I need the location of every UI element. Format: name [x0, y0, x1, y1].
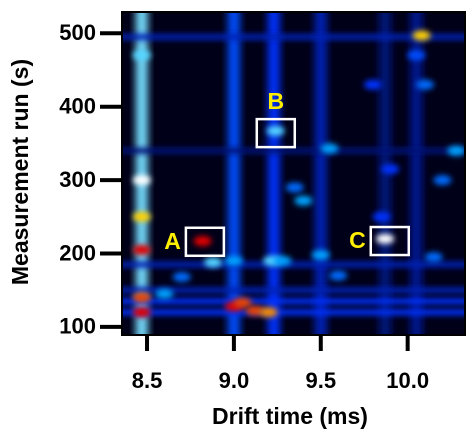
vertical-streak — [315, 2, 327, 345]
x-axis-title: Drift time (ms) — [212, 403, 368, 429]
x-tick-label: 9.0 — [219, 368, 250, 393]
spot — [320, 144, 338, 154]
horizontal-streak — [112, 148, 467, 154]
spot — [407, 50, 425, 60]
y-tick-label: 400 — [59, 94, 96, 119]
y-tick-label: 100 — [59, 314, 96, 339]
x-tick-label: 9.5 — [305, 368, 336, 393]
annotation-label: C — [349, 227, 366, 253]
spot — [274, 256, 292, 266]
horizontal-streak — [112, 309, 467, 315]
spot — [312, 250, 330, 260]
spot — [133, 175, 151, 185]
spot — [286, 182, 304, 192]
spot — [260, 307, 278, 317]
spot — [155, 289, 173, 299]
x-tick-label: 10.0 — [386, 368, 429, 393]
spot — [433, 175, 451, 185]
spot — [133, 212, 151, 222]
spot — [413, 30, 431, 40]
plot-area — [112, 2, 467, 345]
spot — [416, 80, 434, 90]
y-tick-label: 500 — [59, 20, 96, 45]
spot — [133, 293, 151, 303]
spot — [204, 257, 222, 267]
spot — [376, 234, 394, 244]
vertical-streak — [268, 2, 280, 345]
annotation-label: A — [164, 228, 181, 254]
spot — [234, 298, 252, 308]
vertical-streak — [228, 2, 240, 345]
spot — [364, 80, 382, 90]
horizontal-streak — [112, 298, 467, 304]
spot — [225, 256, 243, 266]
y-tick-label: 300 — [59, 167, 96, 192]
spot — [133, 307, 151, 317]
spot — [173, 272, 191, 282]
spot — [447, 146, 465, 156]
y-axis-title: Measurement run (s) — [7, 59, 33, 285]
spot — [381, 164, 399, 174]
spot — [194, 236, 212, 246]
spot — [329, 271, 347, 281]
spot — [373, 212, 391, 222]
spot — [294, 196, 312, 206]
spot — [133, 245, 151, 255]
annotation-label: B — [267, 88, 284, 114]
spot — [133, 50, 151, 60]
spot — [425, 252, 443, 262]
y-tick-label: 200 — [59, 240, 96, 265]
spot — [267, 126, 285, 136]
x-tick-label: 8.5 — [132, 368, 163, 393]
